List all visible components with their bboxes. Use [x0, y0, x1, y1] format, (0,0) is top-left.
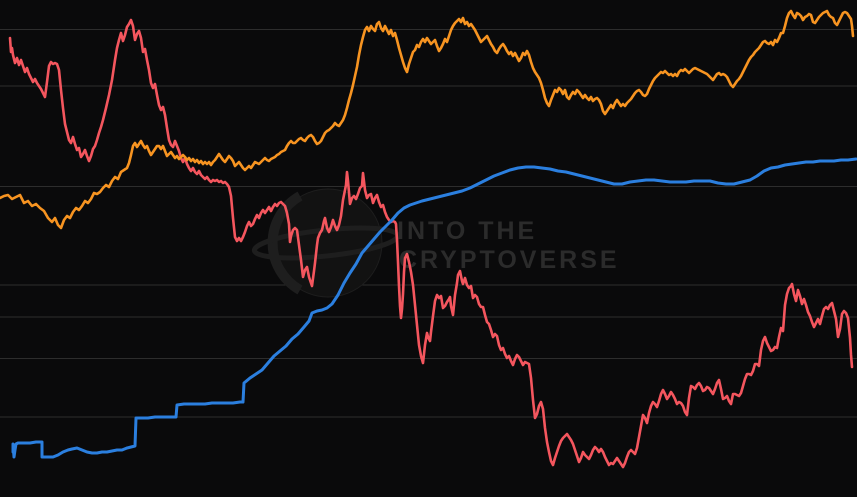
orange-line: [0, 9, 855, 230]
red-line: [8, 18, 854, 469]
series-lines: [0, 9, 857, 469]
watermark-line1: INTO THE: [397, 217, 537, 245]
watermark-line2: CRYPTOVERSE: [399, 246, 620, 274]
gridlines: [0, 29, 857, 418]
blue-line: [11, 157, 857, 459]
